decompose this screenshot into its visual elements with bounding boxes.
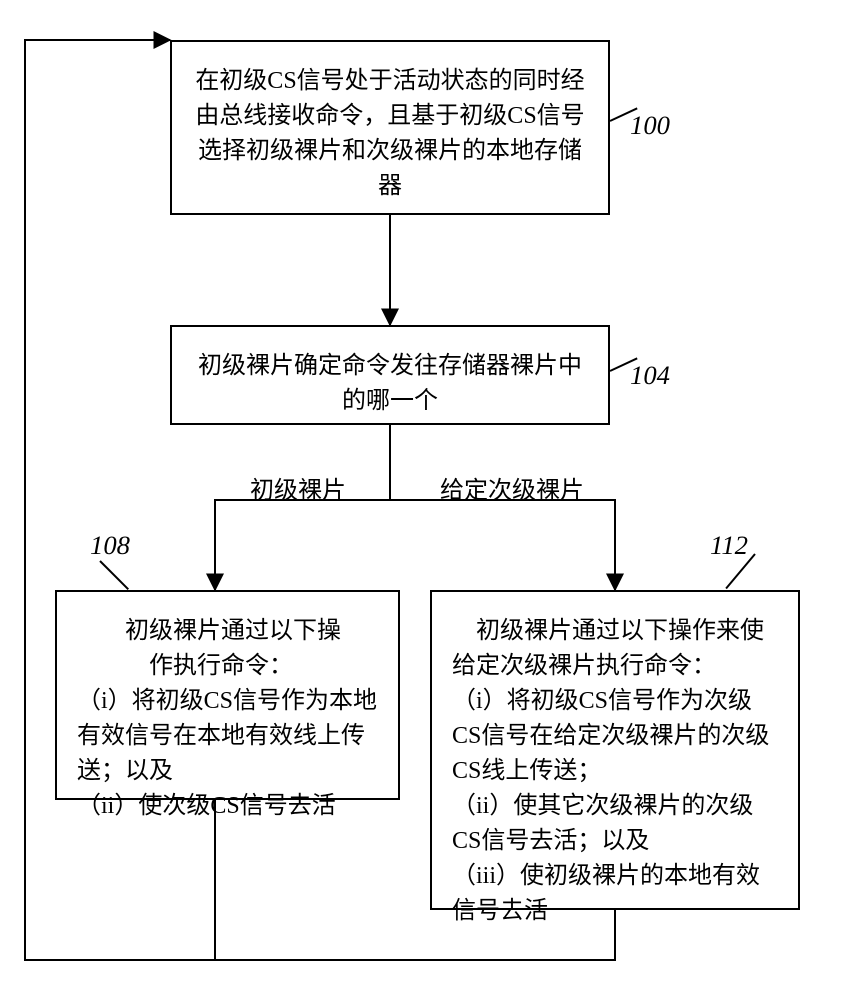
- flow-node-100: 在初级CS信号处于活动状态的同时经由总线接收命令，且基于初级CS信号选择初级裸片…: [170, 40, 610, 215]
- flowchart-canvas: 在初级CS信号处于活动状态的同时经由总线接收命令，且基于初级CS信号选择初级裸片…: [0, 0, 845, 1000]
- branch-label-secondary: 给定次级裸片: [440, 470, 584, 505]
- node-text-line: （ii）使其它次级裸片的次级CS信号去活；以及: [452, 785, 778, 855]
- node-text-line: （ii）使次级CS信号去活: [77, 785, 378, 820]
- node-text-line: 初级裸片通过以下操作来使给定次级裸片执行命令：: [452, 610, 778, 680]
- node-label-104: 104: [630, 360, 670, 391]
- node-text: 初级裸片确定命令发往存储器裸片中的哪一个: [198, 353, 582, 414]
- node-text-line: 作执行命令：: [77, 645, 378, 680]
- flow-node-104: 初级裸片确定命令发往存储器裸片中的哪一个: [170, 325, 610, 425]
- node-label-108: 108: [90, 530, 130, 561]
- edge-e2L: [215, 500, 390, 590]
- flow-node-112: 初级裸片通过以下操作来使给定次级裸片执行命令：（i）将初级CS信号作为次级CS信…: [430, 590, 800, 910]
- branch-label-primary: 初级裸片: [250, 470, 346, 505]
- edge-e2R: [390, 500, 615, 590]
- node-text-line: （i）将初级CS信号作为本地有效信号在本地有效线上传送；以及: [77, 680, 378, 785]
- lead-line-108: [99, 560, 129, 590]
- node-text-line: （i）将初级CS信号作为次级CS信号在给定次级裸片的次级CS线上传送；: [452, 680, 778, 785]
- node-text-line: （iii）使初级裸片的本地有效信号去活: [452, 855, 778, 925]
- node-label-112: 112: [710, 530, 748, 561]
- node-text-line: 初级裸片通过以下操: [77, 610, 378, 645]
- node-label-100: 100: [630, 110, 670, 141]
- flow-node-108: 初级裸片通过以下操 作执行命令：（i）将初级CS信号作为本地有效信号在本地有效线…: [55, 590, 400, 800]
- node-text: 在初级CS信号处于活动状态的同时经由总线接收命令，且基于初级CS信号选择初级裸片…: [195, 68, 584, 199]
